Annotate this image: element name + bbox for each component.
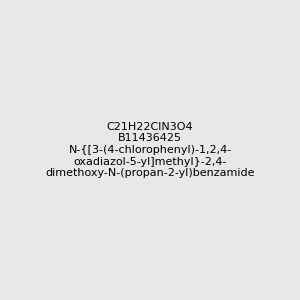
Text: C21H22ClN3O4
B11436425
N-{[3-(4-chlorophenyl)-1,2,4-
oxadiazol-5-yl]methyl}-2,4-: C21H22ClN3O4 B11436425 N-{[3-(4-chloroph… (45, 122, 255, 178)
